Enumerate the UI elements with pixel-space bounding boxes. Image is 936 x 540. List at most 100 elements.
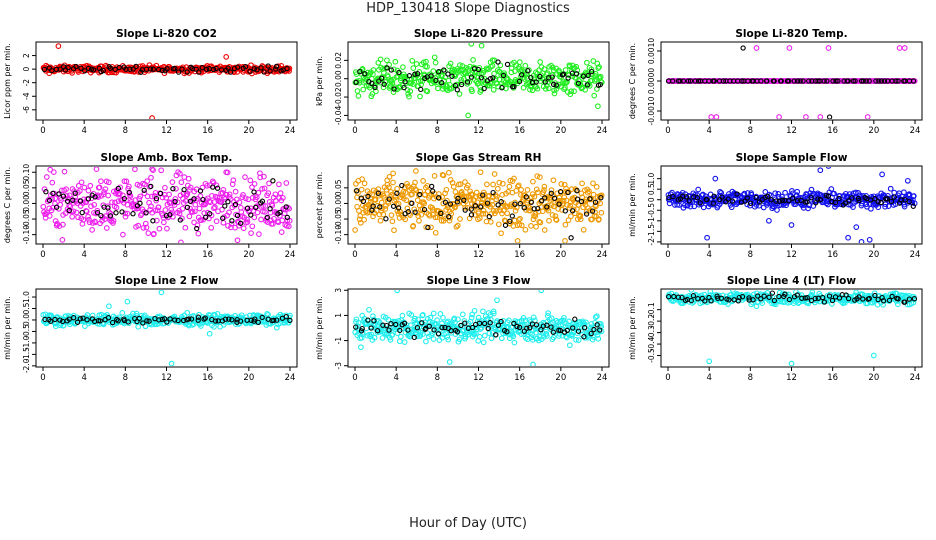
data-point — [78, 179, 85, 186]
data-point — [407, 88, 414, 95]
data-point — [413, 168, 419, 174]
hourly-point — [461, 197, 467, 203]
hourly-point — [824, 78, 830, 84]
data-point — [445, 336, 452, 343]
data-point — [278, 229, 285, 235]
x-tick-label: 8 — [123, 373, 128, 383]
data-point — [285, 223, 292, 230]
hourly-point — [234, 212, 241, 219]
hourly-point — [670, 193, 676, 200]
hourly-point — [283, 204, 289, 210]
x-tick-label: 20 — [868, 250, 879, 260]
data-point — [593, 184, 600, 190]
hourly-point — [531, 206, 537, 212]
hourly-point — [512, 201, 518, 207]
data-point — [541, 227, 548, 233]
hourly-point — [498, 199, 504, 205]
x-tick-label: 0 — [665, 126, 670, 136]
hourly-point — [210, 184, 216, 190]
hourly-point — [597, 327, 603, 333]
hourly-point — [354, 188, 360, 194]
hourly-point — [546, 75, 552, 81]
hourly-point — [251, 66, 257, 72]
hourly-point — [65, 64, 71, 71]
outlier-point — [776, 114, 782, 119]
hourly-point — [462, 320, 468, 326]
y-tick-label: -1.5 — [22, 347, 31, 362]
hourly-point — [880, 298, 887, 304]
y-axis-label: degrees C per min. — [3, 167, 12, 243]
hourly-point — [878, 199, 884, 206]
data-point — [442, 190, 448, 197]
hourly-point — [105, 205, 111, 211]
y-tick-label: 0.05 — [334, 179, 343, 196]
data-point — [85, 213, 91, 220]
data-point — [187, 184, 194, 191]
hourly-point — [181, 187, 187, 193]
hourly-point — [222, 316, 229, 322]
x-tick-label: 0 — [665, 250, 670, 260]
hourly-point — [283, 314, 289, 320]
hourly-point — [159, 67, 165, 73]
hourly-point — [107, 213, 114, 219]
data-point — [890, 290, 897, 297]
x-tick-label: 12 — [786, 373, 797, 383]
hourly-point — [455, 195, 461, 202]
x-tick-label: 8 — [748, 373, 753, 383]
data-point — [542, 86, 549, 92]
hourly-point — [845, 78, 851, 84]
data-point — [361, 180, 368, 187]
outlier-point — [864, 114, 871, 119]
hourly-point — [175, 69, 182, 75]
hourly-point — [475, 66, 482, 73]
data-point — [452, 204, 458, 211]
outlier-point — [149, 167, 155, 172]
hourly-point — [549, 74, 555, 80]
hourly-point — [74, 319, 81, 325]
hourly-point — [690, 293, 697, 299]
hourly-point — [562, 208, 568, 214]
data-point — [400, 64, 406, 70]
data-point — [98, 178, 104, 185]
data-point — [717, 188, 723, 195]
data-point — [544, 333, 550, 339]
data-point — [408, 312, 415, 318]
data-point — [546, 217, 552, 224]
data-point — [88, 203, 94, 210]
y-axis-label: degrees C per min. — [628, 43, 637, 119]
data-point — [476, 334, 483, 340]
data-point — [493, 208, 500, 214]
hourly-point — [50, 190, 56, 197]
hourly-point — [127, 66, 133, 72]
data-point — [207, 199, 214, 206]
hourly-point — [196, 69, 202, 75]
data-point — [518, 222, 525, 229]
hourly-point — [85, 196, 92, 202]
x-tick-label: 0 — [40, 126, 45, 136]
hourly-point — [677, 78, 683, 84]
data-point — [695, 186, 702, 193]
data-point — [512, 207, 519, 214]
hourly-point — [91, 67, 97, 73]
hourly-point — [493, 332, 499, 338]
x-tick-label: 4 — [393, 373, 398, 383]
hourly-point — [769, 290, 776, 296]
y-tick-label: 0.0010 — [647, 38, 656, 64]
hourly-point — [875, 199, 881, 205]
data-point — [262, 209, 268, 215]
hourly-point — [542, 79, 548, 85]
data-point — [75, 214, 81, 221]
data-point — [176, 210, 183, 217]
outlier-point — [866, 236, 873, 243]
hourly-point — [426, 323, 432, 329]
hourly-point — [70, 197, 76, 203]
x-tick-label: 16 — [514, 373, 525, 383]
hourly-point — [528, 199, 534, 205]
hourly-point — [393, 321, 399, 328]
x-tick-label: 0 — [665, 373, 670, 383]
data-point — [171, 202, 178, 208]
data-point — [398, 333, 404, 340]
hourly-point — [583, 211, 590, 217]
data-point — [420, 312, 426, 318]
